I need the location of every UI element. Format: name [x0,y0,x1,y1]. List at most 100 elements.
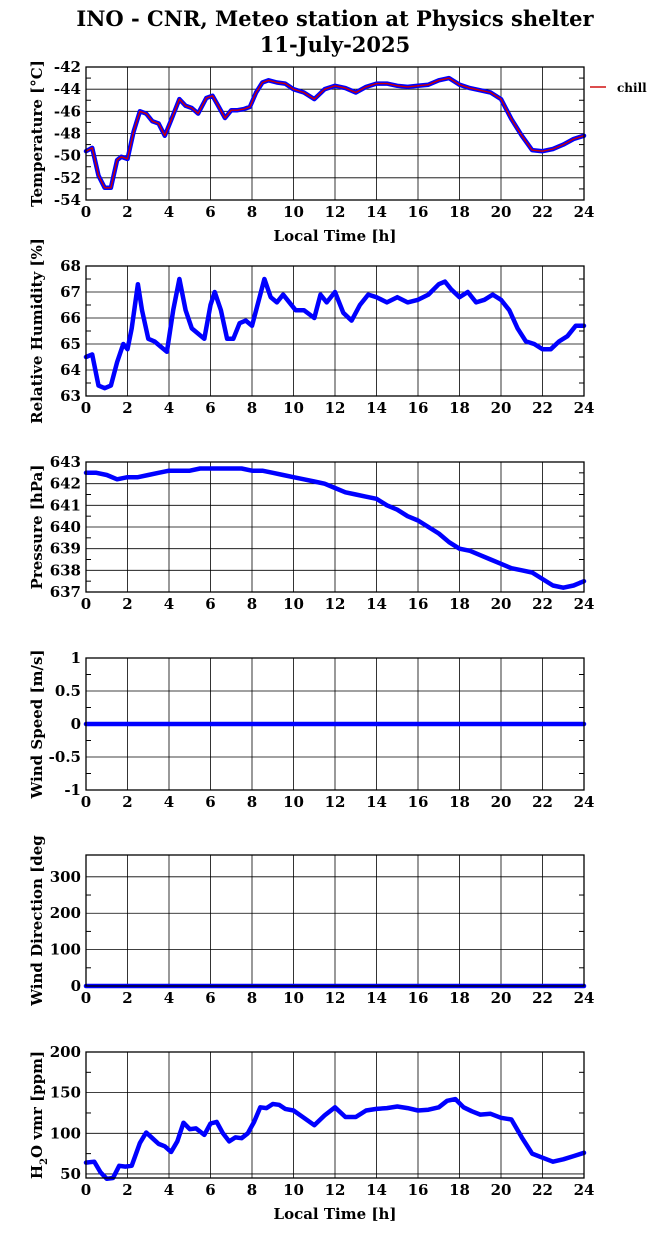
wind-direction-y-tick-label: 200 [50,904,81,922]
wind-speed-x-tick-label: 6 [205,793,215,811]
temperature-x-tick-label: 18 [449,203,470,221]
humidity-y-tick-label: 66 [60,309,81,327]
wind-speed-x-tick-label: 16 [408,793,429,811]
wind-speed-x-tick-label: 12 [325,793,346,811]
pressure-y-tick-label: 641 [50,496,81,514]
pressure-x-tick-label: 16 [408,595,429,613]
pressure-x-tick-label: 0 [81,595,91,613]
pressure-y-tick-label: 643 [50,453,81,471]
h2o-vmr-y-tick-label: 100 [50,1124,81,1142]
humidity-frame [85,265,585,397]
wind-direction-y-tick-label: 300 [50,868,81,886]
chart-panels: 0 2 4 6 8 10 12 14 16 18 20 22 24-54-52-50-48-46-44-… [28,58,647,1223]
humidity-x-tick-label: 22 [532,399,553,417]
h2o-vmr-x-tick-label: 10 [283,1181,304,1199]
pressure-x-tick-label: 22 [532,595,553,613]
wind-speed-frame [85,657,585,791]
humidity-y-tick-label: 65 [60,335,81,353]
wind-direction-y-tick-label: 100 [50,941,81,959]
humidity-x-tick-label: 16 [408,399,429,417]
wind-speed-y-tick-label: 0.5 [55,682,81,700]
temperature-x-axis-label: Local Time [h] [274,227,397,245]
humidity-x-tick-label: 8 [247,399,257,417]
humidity-y-tick-label: 64 [60,361,81,379]
h2o-vmr-x-tick-label: 8 [247,1181,257,1199]
wind-direction-y-axis-label: Wind Direction [deg [28,835,46,1007]
wind-direction-x-tick-label: 12 [325,989,346,1007]
h2o-vmr-x-tick-label: 4 [164,1181,174,1199]
pressure-x-tick-label: 12 [325,595,346,613]
temperature-x-tick-label: 14 [366,203,387,221]
humidity-series-line [83,276,587,391]
pressure-x-tick-label: 10 [283,595,304,613]
wind-speed-x-tick-label: 8 [247,793,257,811]
pressure-y-axis-label: Pressure [hPa] [28,465,46,590]
humidity-x-tick-label: 10 [283,399,304,417]
h2o-vmr-x-tick-label: 24 [574,1181,595,1199]
temperature-x-tick-label: 12 [325,203,346,221]
wind-direction-frame [85,854,585,987]
humidity-x-tick-label: 24 [574,399,595,417]
h2o-vmr-x-tick-label: 6 [205,1181,215,1199]
h2o-vmr-x-axis-label: Local Time [h] [274,1205,397,1223]
humidity-x-tick-label: 14 [366,399,387,417]
wind-direction-x-tick-label: 4 [164,989,174,1007]
h2o-vmr-y-tick-label: 200 [50,1043,81,1061]
humidity-x-tick-label: 2 [122,399,132,417]
wind-speed-x-tick-label: 4 [164,793,174,811]
humidity-x-tick-label: 12 [325,399,346,417]
h2o-vmr-y-tick-label: 150 [50,1084,81,1102]
h2o-vmr-x-tick-label: 14 [366,1181,387,1199]
temperature-y-tick-label: -52 [54,169,81,187]
wind-speed-y-tick-label: -1 [64,781,81,799]
temperature-x-tick-label: 24 [574,203,595,221]
temperature-x-tick-label: 2 [122,203,132,221]
pressure-frame [85,461,585,593]
temperature-panel: 0 2 4 6 8 10 12 14 16 18 20 22 24-54-52-50-48-46-44-… [28,58,647,245]
pressure-x-tick-label: 18 [449,595,470,613]
humidity-x-tick-label: 6 [205,399,215,417]
wind-speed-y-axis-label: Wind Speed [m/s] [28,649,46,799]
h2o-vmr-frame [85,1051,585,1179]
figure-title-line2: 11-July-2025 [260,32,411,57]
h2o-vmr-y-axis-label: H2O vmr [ppm] [28,1051,50,1179]
temperature-y-tick-label: -48 [54,125,81,143]
humidity-x-tick-label: 18 [449,399,470,417]
humidity-x-tick-label: 4 [164,399,174,417]
pressure-panel: 0 2 4 6 8 10 12 14 16 18 20 22 246376386396406416426… [28,453,594,613]
humidity-x-tick-label: 20 [491,399,512,417]
wind-direction-x-tick-label: 2 [122,989,132,1007]
wind-speed-x-tick-label: 22 [532,793,553,811]
pressure-y-tick-label: 637 [50,583,81,601]
figure-title-line1: INO - CNR, Meteo station at Physics shel… [76,6,594,31]
wind-direction-x-tick-label: 14 [366,989,387,1007]
wind-direction-x-tick-label: 6 [205,989,215,1007]
pressure-series-line [83,466,587,590]
wind-direction-x-tick-label: 20 [491,989,512,1007]
h2o-vmr-x-tick-label: 2 [122,1181,132,1199]
wind-speed-x-tick-label: 10 [283,793,304,811]
wind-direction-x-tick-label: 8 [247,989,257,1007]
h2o-vmr-x-tick-label: 0 [81,1181,91,1199]
temperature-x-tick-label: 10 [283,203,304,221]
wind-speed-x-tick-label: 18 [449,793,470,811]
wind-speed-y-tick-label: 1 [71,649,81,667]
wind-direction-x-tick-label: 0 [81,989,91,1007]
temperature-x-tick-label: 22 [532,203,553,221]
temperature-x-tick-label: 20 [491,203,512,221]
h2o-vmr-x-tick-label: 20 [491,1181,512,1199]
h2o-vmr-x-tick-label: 22 [532,1181,553,1199]
temperature-x-tick-label: 4 [164,203,174,221]
temperature-x-tick-label: 8 [247,203,257,221]
wind-speed-x-tick-label: 24 [574,793,595,811]
pressure-x-tick-label: 14 [366,595,387,613]
wind-speed-x-tick-label: 0 [81,793,91,811]
h2o-vmr-x-tick-label: 12 [325,1181,346,1199]
humidity-y-tick-label: 63 [60,387,81,405]
wind-direction-x-tick-label: 16 [408,989,429,1007]
humidity-y-axis-label: Relative Humidity [%] [28,238,46,424]
pressure-x-tick-label: 2 [122,595,132,613]
temperature-frame [85,66,585,201]
